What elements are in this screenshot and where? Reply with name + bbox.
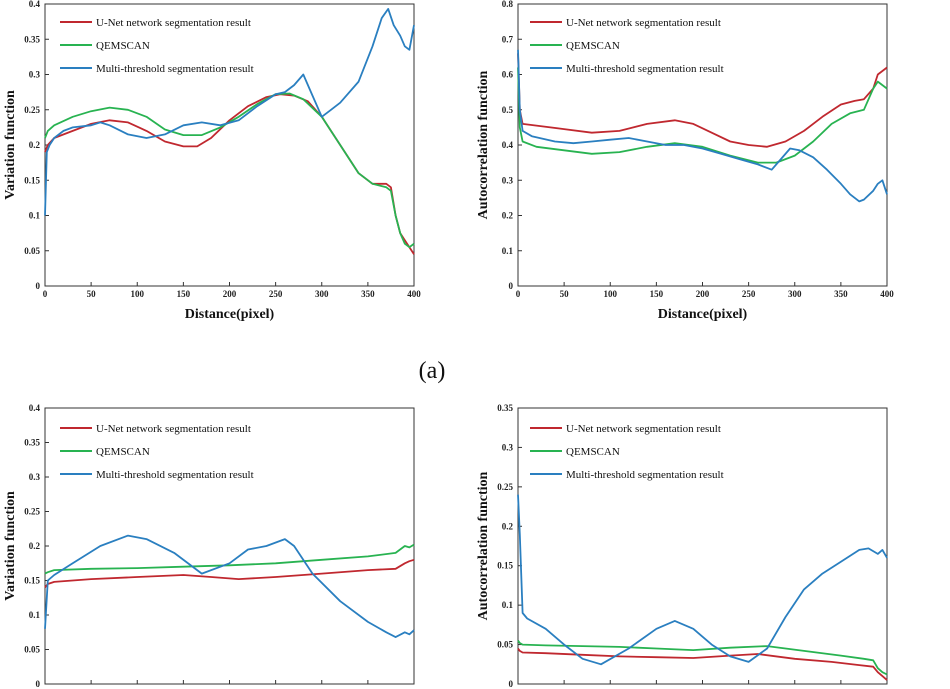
series-line-2 — [44, 543, 415, 575]
y-tick-label: 0.4 — [29, 0, 41, 9]
series-line-2 — [44, 92, 415, 249]
x-tick-label: 200 — [696, 289, 710, 299]
x-tick-label: 300 — [788, 289, 802, 299]
series-line-2 — [517, 67, 888, 164]
y-tick-label: 0.3 — [502, 442, 514, 452]
y-tick-label: 0.6 — [502, 70, 514, 80]
x-tick-label: 200 — [223, 289, 237, 299]
x-tick-label: 150 — [177, 289, 191, 299]
y-tick-label: 0.15 — [24, 576, 40, 586]
y-tick-label: 0.5 — [502, 105, 514, 115]
series-line-1 — [44, 558, 415, 588]
x-tick-label: 300 — [315, 289, 329, 299]
y-tick-label: 0 — [36, 679, 41, 689]
y-tick-label: 0.7 — [502, 34, 514, 44]
x-axis-label: Distance(pixel) — [185, 307, 275, 322]
series-line-3 — [517, 49, 888, 203]
y-tick-label: 0.15 — [497, 561, 513, 571]
y-axis-label: Autocorrelation function — [476, 471, 491, 620]
y-tick-label: 0.2 — [29, 541, 41, 551]
x-tick-label: 0 — [43, 289, 48, 299]
legend-label: U-Net network segmentation result — [566, 17, 721, 29]
y-tick-label: 0.35 — [24, 34, 40, 44]
y-tick-label: 0 — [36, 281, 41, 291]
y-tick-label: 0.1 — [502, 600, 514, 610]
y-axis-label: Variation function — [3, 491, 18, 601]
x-tick-label: 50 — [87, 289, 97, 299]
legend-label: QEMSCAN — [96, 446, 150, 458]
figure-caption: (a) — [419, 358, 446, 384]
series-line-2 — [517, 640, 888, 676]
y-axis-label: Variation function — [3, 90, 18, 200]
legend-label: QEMSCAN — [566, 40, 620, 52]
legend-label: Multi-threshold segmentation result — [96, 63, 254, 75]
legend-label: Multi-threshold segmentation result — [566, 469, 724, 481]
legend-label: U-Net network segmentation result — [566, 423, 721, 435]
y-tick-label: 0.25 — [497, 482, 513, 492]
chart-panel-4: 0 0.05 0.1 0.15 0.2 0.25 0.3 0.35 Autocorrelatio… — [476, 403, 888, 689]
x-tick-label: 250 — [269, 289, 283, 299]
x-tick-label: 400 — [880, 289, 894, 299]
x-tick-label: 150 — [650, 289, 664, 299]
y-tick-label: 0.25 — [24, 105, 40, 115]
legend-label: Multi-threshold segmentation result — [566, 63, 724, 75]
x-tick-label: 350 — [361, 289, 375, 299]
y-tick-label: 0.05 — [24, 246, 40, 256]
y-tick-label: 0.2 — [502, 521, 514, 531]
y-tick-label: 0.05 — [24, 645, 40, 655]
x-axis-label: Distance(pixel) — [658, 307, 748, 322]
legend-label: Multi-threshold segmentation result — [96, 469, 254, 481]
y-tick-label: 0.3 — [29, 70, 41, 80]
y-tick-label: 0.05 — [497, 640, 513, 650]
y-tick-label: 0.3 — [502, 175, 514, 185]
legend-label: U-Net network segmentation result — [96, 17, 251, 29]
series-line-1 — [517, 647, 888, 681]
series-line-3 — [517, 494, 888, 666]
y-axis-label: Autocorrelation function — [476, 70, 491, 219]
y-tick-label: 0 — [509, 281, 514, 291]
series-line-1 — [517, 53, 888, 148]
y-tick-label: 0.3 — [29, 472, 41, 482]
y-tick-label: 0.1 — [29, 610, 41, 620]
legend-label: QEMSCAN — [96, 40, 150, 52]
y-tick-label: 0.2 — [29, 140, 41, 150]
y-tick-label: 0 — [509, 679, 514, 689]
x-tick-label: 100 — [131, 289, 145, 299]
chart-panel-2: 0 0.1 0.2 0.3 0.4 0.5 0.6 0.7 0.8 0 50 100 150 200 250… — [476, 0, 894, 322]
legend-label: QEMSCAN — [566, 446, 620, 458]
x-tick-label: 350 — [834, 289, 848, 299]
chart-panel-3: 0 0.05 0.1 0.15 0.2 0.25 0.3 0.35 0.4 Variation f… — [3, 403, 415, 689]
y-tick-label: 0.4 — [502, 140, 514, 150]
chart-panel-1: 0 0.05 0.1 0.15 0.2 0.25 0.3 0.35 0.4 0 50 100 150 20… — [3, 0, 421, 322]
x-tick-label: 100 — [604, 289, 618, 299]
y-tick-label: 0.15 — [24, 175, 40, 185]
x-tick-label: 250 — [742, 289, 756, 299]
y-tick-label: 0.8 — [502, 0, 514, 9]
series-line-3 — [44, 7, 415, 216]
y-tick-label: 0.25 — [24, 507, 40, 517]
x-tick-label: 0 — [516, 289, 521, 299]
y-tick-label: 0.1 — [502, 246, 514, 256]
x-tick-label: 50 — [560, 289, 570, 299]
series-line-3 — [44, 534, 415, 638]
y-tick-label: 0.2 — [502, 211, 514, 221]
y-tick-label: 0.35 — [24, 438, 40, 448]
y-tick-label: 0.35 — [497, 403, 513, 413]
legend-label: U-Net network segmentation result — [96, 423, 251, 435]
x-tick-label: 400 — [407, 289, 421, 299]
y-tick-label: 0.4 — [29, 403, 41, 413]
y-tick-label: 0.1 — [29, 211, 41, 221]
